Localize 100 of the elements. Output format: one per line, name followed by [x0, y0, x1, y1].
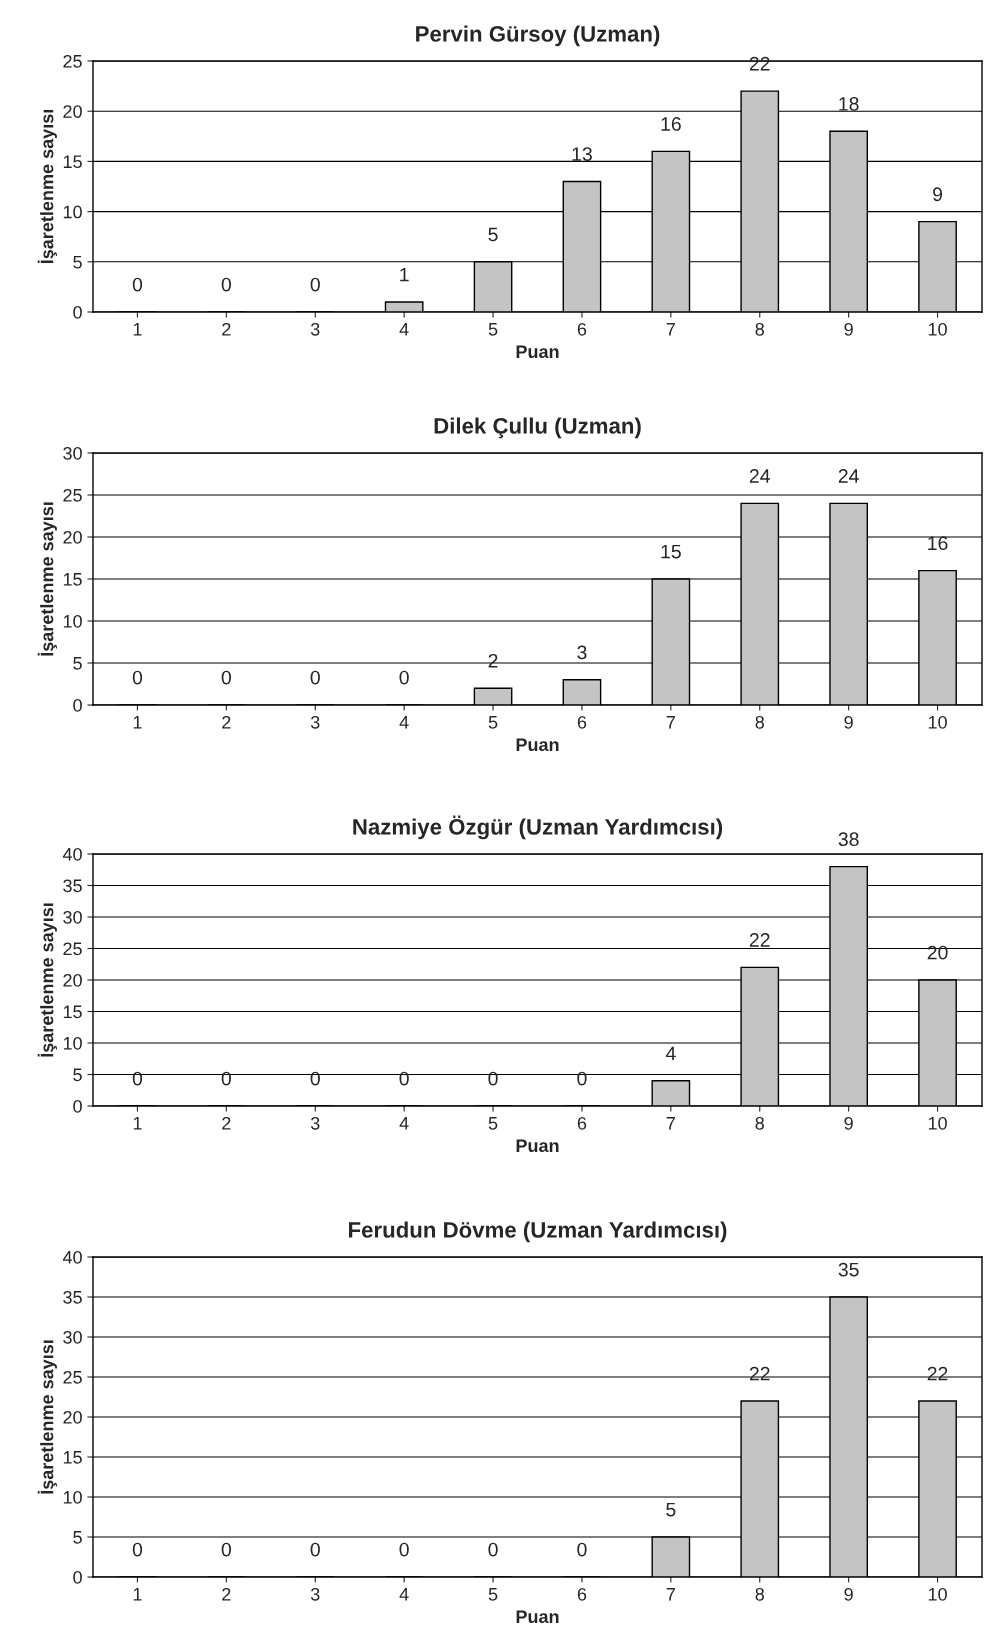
data-label: 4: [665, 1046, 676, 1061]
y-tick-label: 0: [73, 1099, 82, 1113]
data-label: 0: [132, 1071, 143, 1086]
x-tick-label: 8: [755, 715, 764, 729]
x-tick-label: 5: [488, 716, 498, 729]
data-label: 0: [310, 1071, 320, 1086]
y-tick-label: 15: [63, 1005, 82, 1019]
chart-title: Dilek Çullu (Uzman): [434, 417, 641, 439]
x-tick-label: 9: [844, 715, 853, 729]
data-label: 16: [661, 117, 681, 131]
data-label: 0: [577, 1071, 587, 1086]
x-tick-label: 4: [399, 1588, 409, 1601]
y-tick-label: 30: [63, 446, 82, 460]
x-tick-label: 10: [928, 322, 947, 336]
data-label: 9: [933, 187, 943, 202]
chart-title: Nazmiye Özgür (Uzman Yardımcısı): [353, 815, 723, 840]
x-tick-label: 2: [222, 715, 231, 729]
data-label: 35: [838, 1262, 859, 1277]
x-tick-label: 3: [310, 715, 320, 729]
x-tick-label: 6: [577, 1116, 587, 1130]
data-label: 0: [132, 277, 143, 292]
y-tick-label: 20: [63, 105, 82, 118]
data-label: 0: [488, 1071, 498, 1086]
data-label: 5: [666, 1502, 676, 1517]
y-tick-label: 25: [63, 488, 82, 502]
chart-title: Ferudun Dövme (Uzman Yardımcısı): [349, 1221, 727, 1243]
y-tick-label: 5: [73, 657, 82, 670]
x-tick-label: 4: [399, 323, 409, 336]
x-tick-label: 7: [666, 716, 675, 729]
x-tick-label: 10: [928, 715, 947, 729]
x-tick-label: 7: [666, 323, 675, 336]
data-label: 0: [488, 1542, 498, 1557]
y-tick-label: 25: [63, 942, 82, 956]
y-tick-label: 10: [63, 1036, 82, 1050]
y-tick-label: 15: [63, 1451, 82, 1464]
data-label: 0: [399, 1071, 409, 1086]
y-axis-title: İşaretlenme sayısı: [37, 903, 57, 1057]
data-label: 0: [221, 1071, 231, 1086]
x-tick-label: 3: [310, 322, 320, 336]
data-label: 13: [572, 147, 592, 161]
x-tick-label: 2: [222, 1116, 231, 1130]
y-tick-label: 40: [62, 847, 82, 861]
y-tick-label: 30: [63, 1330, 82, 1344]
x-tick-label: 2: [222, 1587, 231, 1601]
x-tick-label: 1: [133, 1117, 142, 1130]
y-tick-label: 20: [63, 1410, 82, 1424]
y-tick-label: 10: [63, 205, 82, 219]
x-tick-label: 6: [577, 715, 587, 729]
data-label: 1: [400, 267, 409, 282]
y-tick-label: 20: [63, 530, 82, 544]
y-tick-label: 40: [62, 1250, 82, 1264]
y-tick-label: 25: [63, 54, 82, 68]
data-label: 0: [399, 670, 409, 685]
chart-title: Pervin Gürsoy (Uzman): [416, 25, 660, 47]
y-tick-label: 0: [73, 698, 82, 712]
y-tick-label: 15: [63, 573, 82, 586]
data-label: 5: [488, 227, 498, 242]
data-label: 3: [577, 645, 587, 660]
x-tick-label: 4: [399, 1117, 409, 1130]
y-tick-label: 0: [73, 1570, 82, 1584]
data-label: 24: [749, 469, 770, 483]
x-tick-label: 8: [755, 1116, 764, 1130]
y-tick-label: 10: [63, 1490, 82, 1504]
x-tick-label: 8: [755, 1587, 764, 1601]
x-axis-title: Puan: [516, 1139, 559, 1153]
x-tick-label: 10: [928, 1116, 947, 1130]
data-label: 22: [749, 933, 770, 947]
x-tick-label: 9: [844, 1587, 853, 1601]
x-tick-label: 5: [488, 1588, 498, 1601]
x-tick-label: 2: [222, 322, 231, 336]
x-tick-label: 6: [577, 1587, 587, 1601]
x-tick-label: 4: [399, 716, 409, 729]
y-tick-label: 5: [73, 1068, 82, 1082]
x-tick-label: 6: [577, 322, 587, 336]
data-label: 0: [399, 1542, 409, 1557]
x-tick-label: 7: [666, 1117, 675, 1130]
x-tick-label: 1: [133, 323, 142, 336]
data-label: 0: [221, 277, 231, 292]
data-label: 0: [132, 1542, 143, 1557]
data-label: 16: [928, 536, 948, 551]
data-label: 20: [927, 945, 948, 960]
data-label: 0: [221, 670, 231, 685]
y-axis-title: İşaretlenme sayısı: [37, 1340, 57, 1494]
y-tick-label: 30: [63, 910, 82, 924]
y-axis-title: İşaretlenme sayısı: [37, 502, 57, 656]
y-tick-label: 35: [63, 879, 82, 893]
y-tick-label: 5: [73, 1531, 82, 1544]
data-label: 0: [132, 670, 143, 685]
x-tick-label: 9: [844, 322, 853, 336]
x-tick-label: 5: [488, 1117, 498, 1130]
data-label: 0: [577, 1542, 587, 1557]
y-tick-label: 10: [63, 614, 82, 628]
x-axis-title: Puan: [516, 345, 559, 359]
x-tick-label: 3: [310, 1587, 320, 1601]
x-tick-label: 3: [310, 1116, 320, 1130]
y-tick-label: 20: [63, 973, 82, 987]
x-tick-label: 1: [133, 716, 142, 729]
data-label: 0: [310, 670, 320, 685]
x-tick-label: 5: [488, 323, 498, 336]
y-tick-label: 35: [63, 1290, 82, 1304]
